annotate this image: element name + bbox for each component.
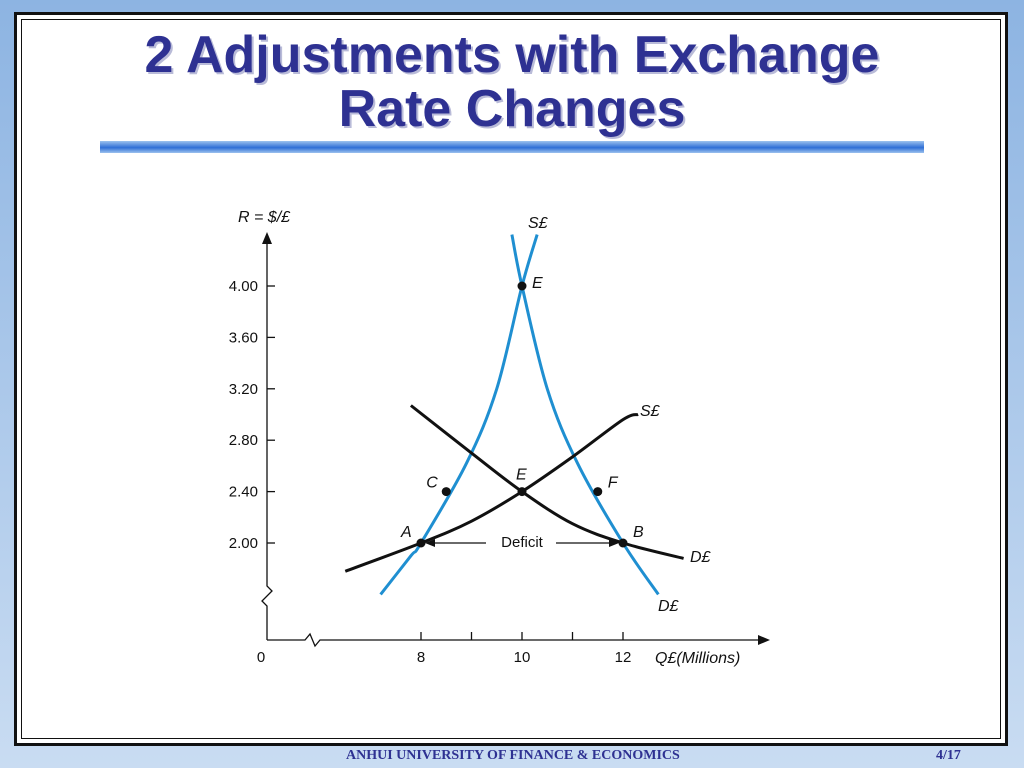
y-axis (261, 238, 273, 640)
x-axis-arrow (758, 635, 770, 645)
slide-footer: ANHUI UNIVERSITY OF FINANCE & ECONOMICS … (346, 746, 961, 766)
chart-points (416, 281, 628, 548)
series-label: D£ (690, 549, 712, 566)
x-axis (267, 632, 762, 648)
series-label: S£ (640, 403, 661, 420)
x-tick-label: 8 (417, 649, 425, 666)
point-c (441, 487, 451, 497)
point-e (517, 281, 527, 291)
footer-organization: ANHUI UNIVERSITY OF FINANCE & ECONOMICS (346, 748, 680, 763)
footer-page-number: 4/17 (936, 748, 961, 763)
series-label: S£ (528, 215, 549, 232)
y-tick-label: 3.60 (229, 329, 258, 346)
slide-inner-border (21, 19, 1001, 739)
x-tick-label: 10 (514, 649, 531, 666)
y-axis-arrow (262, 232, 272, 244)
point-label: C (426, 475, 438, 492)
origin-label: 0 (257, 649, 265, 666)
chart-labels: 2.00 2.40 2.80 3.20 3.60 4.00 8 10 12 0 R = $/£ Q£(… (229, 209, 741, 667)
point-label: E (532, 275, 543, 292)
x-axis-title: Q£(Millions) (655, 650, 740, 667)
point-a (416, 538, 426, 548)
chart-axes (261, 232, 770, 648)
y-tick-label: 4.00 (229, 278, 258, 295)
point-e (517, 487, 527, 497)
x-tick-label: 12 (615, 649, 632, 666)
slide-frame (14, 12, 1008, 746)
deficit-label: Deficit (501, 534, 544, 551)
y-tick-label: 2.00 (229, 535, 258, 552)
deficit-arrowhead-right (609, 539, 619, 547)
y-tick-label: 2.40 (229, 484, 258, 501)
point-b (618, 538, 628, 548)
series-label: D£ (658, 598, 680, 615)
point-label: F (608, 475, 619, 492)
point-label: B (633, 524, 644, 541)
slide-title: 2 Adjustments with Exchange Rate Changes (0, 28, 1024, 136)
point-f (593, 487, 603, 497)
deficit-arrowhead-left (425, 539, 435, 547)
y-tick-label: 3.20 (229, 381, 258, 398)
title-line-2: Rate Changes (338, 80, 686, 138)
title-line-1: 2 Adjustments with Exchange (144, 26, 880, 84)
y-axis-title: R = $/£ (238, 209, 291, 226)
point-label: A (400, 524, 412, 541)
title-underline (100, 141, 924, 153)
y-tick-label: 2.80 (229, 432, 258, 449)
point-label: E (516, 467, 527, 484)
